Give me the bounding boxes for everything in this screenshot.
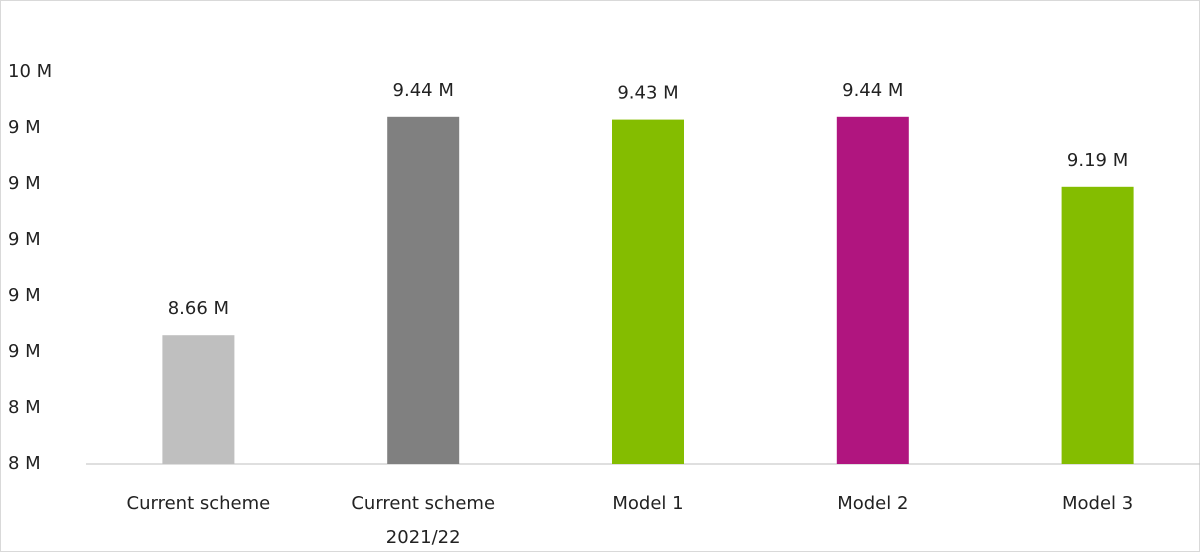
bar	[612, 119, 684, 464]
bar	[387, 116, 460, 465]
y-tick-label: 9 M	[8, 341, 41, 362]
bar	[836, 116, 909, 465]
y-tick-label: 9 M	[8, 229, 41, 250]
y-tick-label: 8 M	[8, 453, 41, 474]
x-tick-label: Model 3	[1062, 493, 1133, 514]
x-tick-label: Current scheme	[127, 493, 271, 514]
data-label: 9.44 M	[842, 80, 903, 101]
bar	[162, 335, 235, 464]
x-tick-label: Model 1	[612, 493, 683, 514]
x-tick-label: Current scheme 2021/22	[351, 493, 495, 548]
y-tick-label: 9 M	[8, 117, 41, 138]
data-label: 9.19 M	[1067, 150, 1128, 171]
data-label: 9.43 M	[617, 83, 678, 104]
x-tick-label: Model 2	[837, 493, 908, 514]
data-label: 9.44 M	[393, 80, 454, 101]
y-tick-label: 8 M	[8, 397, 41, 418]
bar	[1061, 186, 1134, 465]
y-tick-label: 10 M	[8, 61, 52, 82]
y-tick-label: 9 M	[8, 285, 41, 306]
y-tick-label: 9 M	[8, 173, 41, 194]
data-label: 8.66 M	[168, 298, 229, 319]
